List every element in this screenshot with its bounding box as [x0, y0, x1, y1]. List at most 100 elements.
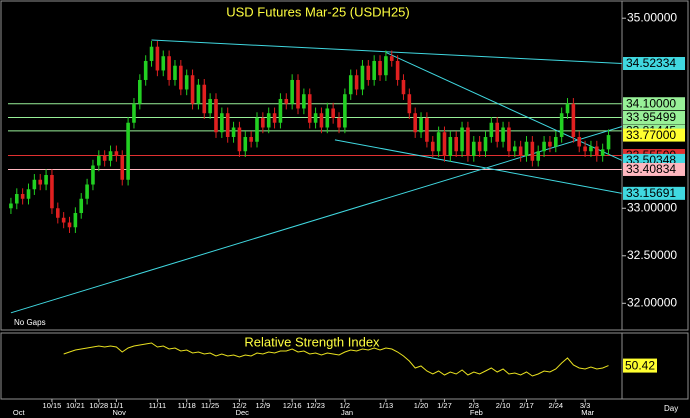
candle-body	[132, 103, 136, 123]
candle-body	[55, 208, 60, 218]
candle-body	[149, 46, 154, 61]
candle-body	[243, 136, 248, 152]
y-tick-label: 33.00000	[627, 200, 677, 214]
level-label: 34.52334	[626, 56, 676, 70]
x-tick-label: 11/11	[149, 401, 167, 410]
x-axis-label: Day	[664, 404, 678, 413]
candle-body	[296, 79, 300, 109]
candle-body	[518, 146, 523, 156]
candle-body	[50, 175, 54, 209]
candle-body	[184, 75, 189, 90]
x-tick-label: 1/27	[437, 401, 452, 410]
candle-body	[313, 113, 318, 123]
candle-body	[471, 141, 476, 156]
x-tick-label: 1/2	[340, 401, 350, 410]
candle-body	[442, 132, 447, 156]
x-tick-label: 12/23	[306, 401, 325, 410]
x-tick-label: 3/3	[580, 401, 590, 410]
candle-body	[401, 79, 406, 95]
candle-body	[419, 117, 423, 133]
candle-body	[14, 194, 19, 204]
level-label-bg	[623, 97, 685, 111]
candle-body	[348, 75, 353, 95]
month-label: Nov	[113, 408, 127, 417]
candle-body	[38, 179, 43, 185]
candle-body	[278, 98, 283, 123]
level-label-bg	[623, 186, 685, 200]
level-label-bg	[623, 57, 685, 71]
candle-body	[61, 217, 66, 223]
candle-body	[354, 75, 359, 90]
candle-body	[372, 60, 376, 80]
candle-body	[272, 113, 277, 123]
candle-body	[231, 127, 236, 137]
candle-body	[155, 46, 160, 71]
candle-body	[436, 132, 441, 152]
candle-body	[337, 117, 341, 128]
candle-body	[73, 213, 78, 228]
candle-body	[389, 56, 394, 61]
candle-body	[261, 117, 265, 128]
x-tick-label: 1/20	[414, 401, 429, 410]
candle-body	[589, 146, 593, 152]
candle-body	[595, 146, 599, 156]
candle-body	[548, 141, 552, 147]
month-label: Jan	[341, 408, 353, 417]
y-tick-label: 32.00000	[627, 295, 677, 309]
candle-body	[600, 149, 605, 156]
candle-body	[454, 136, 458, 152]
candle-body	[331, 108, 335, 118]
candle-body	[225, 113, 230, 137]
candle-body	[102, 155, 107, 161]
y-tick-label: 35.00000	[627, 10, 677, 24]
candle-body	[161, 56, 166, 71]
level-label: 34.10000	[626, 96, 676, 110]
candle-body	[325, 108, 330, 128]
month-label: Mar	[581, 408, 594, 417]
candle-body	[167, 56, 171, 80]
x-tick-label: 2/24	[548, 401, 563, 410]
candle-body	[97, 155, 101, 166]
candle-body	[120, 155, 125, 180]
x-tick-label: 12/9	[256, 401, 271, 410]
candle-body	[237, 127, 242, 152]
month-label: Feb	[470, 408, 483, 417]
chart-title: Relative Strength Index	[244, 334, 380, 349]
candle-body	[395, 60, 400, 80]
month-label: Oct	[13, 408, 26, 417]
note: No Gaps	[14, 318, 46, 327]
candle-body	[290, 79, 294, 104]
x-tick-label: 12/2	[232, 401, 247, 410]
level-label: 33.95499	[626, 110, 676, 124]
x-tick-label: 10/21	[66, 401, 85, 410]
candle-body	[44, 175, 48, 185]
candle-body	[477, 141, 482, 152]
candle-body	[284, 98, 289, 104]
candle-body	[577, 136, 582, 147]
candle-body	[495, 122, 500, 142]
level-label: 33.77000	[626, 128, 676, 142]
candle-body	[114, 151, 119, 156]
x-tick-label: 2/3	[469, 401, 479, 410]
level-label: 33.15691	[626, 186, 676, 200]
x-tick-label: 11/25	[201, 401, 219, 410]
trendline	[385, 51, 623, 161]
level-label-bg	[623, 162, 685, 176]
candle-body	[220, 113, 224, 133]
candle-body	[307, 94, 312, 123]
candle-body	[26, 189, 31, 199]
candle-body	[143, 60, 148, 80]
candle-body	[489, 122, 494, 137]
main-panel	[0, 0, 689, 331]
candle-body	[559, 113, 564, 137]
rsi-value-bg	[623, 358, 657, 373]
candle-body	[553, 136, 558, 147]
x-tick-label: 10/15	[43, 401, 62, 410]
candle-body	[319, 113, 324, 128]
candle-body	[360, 65, 365, 90]
candle-body	[202, 84, 207, 114]
candle-body	[483, 136, 488, 152]
rsi-line	[63, 342, 609, 377]
